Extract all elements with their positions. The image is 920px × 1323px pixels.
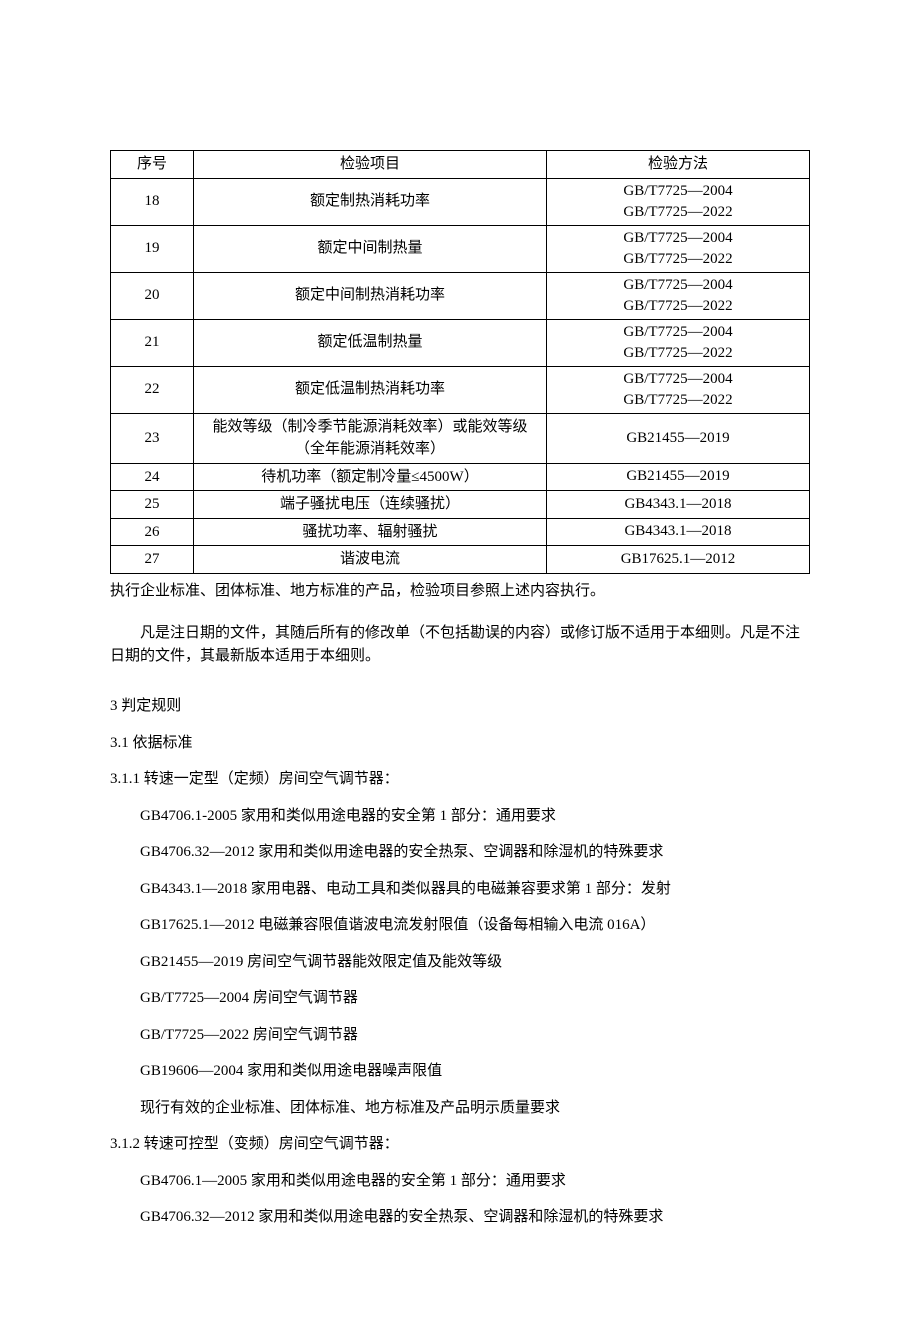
standards-list-311: GB4706.1-2005 家用和类似用途电器的安全第 1 部分：通用要求 GB4…: [110, 805, 810, 1120]
cell-method: GB21455—2019: [547, 463, 810, 491]
th-method: 检验方法: [547, 151, 810, 179]
standard-item: GB4343.1—2018 家用电器、电动工具和类似器具的电磁兼容要求第 1 部…: [110, 878, 810, 901]
standard-item: GB4706.1—2005 家用和类似用途电器的安全第 1 部分：通用要求: [110, 1170, 810, 1193]
cell-num: 18: [111, 178, 194, 225]
cell-num: 21: [111, 319, 194, 366]
standard-item: GB/T7725—2004 房间空气调节器: [110, 987, 810, 1010]
standard-item: GB4706.32—2012 家用和类似用途电器的安全热泵、空调器和除湿机的特殊…: [110, 841, 810, 864]
table-body: 18额定制热消耗功率GB/T7725—2004GB/T7725—202219额定…: [111, 178, 810, 573]
th-item: 检验项目: [194, 151, 547, 179]
cell-method: GB/T7725—2004GB/T7725—2022: [547, 272, 810, 319]
cell-item: 额定低温制热量: [194, 319, 547, 366]
cell-num: 24: [111, 463, 194, 491]
cell-num: 23: [111, 413, 194, 463]
standard-item: GB17625.1—2012 电磁兼容限值谐波电流发射限值（设备每相输入电流 0…: [110, 914, 810, 937]
cell-num: 27: [111, 546, 194, 574]
table-row: 19额定中间制热量GB/T7725—2004GB/T7725—2022: [111, 225, 810, 272]
table-header-row: 序号 检验项目 检验方法: [111, 151, 810, 179]
cell-item: 能效等级（制冷季节能源消耗效率）或能效等级（全年能源消耗效率）: [194, 413, 547, 463]
cell-item: 端子骚扰电压（连续骚扰）: [194, 491, 547, 519]
cell-method: GB4343.1—2018: [547, 518, 810, 546]
table-row: 24待机功率（额定制冷量≤4500W）GB21455—2019: [111, 463, 810, 491]
th-num: 序号: [111, 151, 194, 179]
cell-num: 20: [111, 272, 194, 319]
table-row: 18额定制热消耗功率GB/T7725—2004GB/T7725—2022: [111, 178, 810, 225]
cell-item: 待机功率（额定制冷量≤4500W）: [194, 463, 547, 491]
standard-item: GB19606—2004 家用和类似用途电器噪声限值: [110, 1060, 810, 1083]
heading-3: 3 判定规则: [110, 695, 810, 718]
table-row: 27谐波电流GB17625.1—2012: [111, 546, 810, 574]
inspection-table: 序号 检验项目 检验方法 18额定制热消耗功率GB/T7725—2004GB/T…: [110, 150, 810, 574]
cell-method: GB/T7725—2004GB/T7725—2022: [547, 225, 810, 272]
below-table-note: 执行企业标准、团体标准、地方标准的产品，检验项目参照上述内容执行。: [110, 580, 810, 603]
heading-3-1: 3.1 依据标准: [110, 732, 810, 755]
cell-method: GB/T7725—2004GB/T7725—2022: [547, 366, 810, 413]
table-row: 21额定低温制热量GB/T7725—2004GB/T7725—2022: [111, 319, 810, 366]
heading-3-1-2: 3.1.2 转速可控型（变频）房间空气调节器：: [110, 1133, 810, 1156]
cell-item: 骚扰功率、辐射骚扰: [194, 518, 547, 546]
cell-num: 25: [111, 491, 194, 519]
standard-item: GB/T7725—2022 房间空气调节器: [110, 1024, 810, 1047]
standard-item: 现行有效的企业标准、团体标准、地方标准及产品明示质量要求: [110, 1097, 810, 1120]
table-row: 26骚扰功率、辐射骚扰GB4343.1—2018: [111, 518, 810, 546]
table-row: 25端子骚扰电压（连续骚扰）GB4343.1—2018: [111, 491, 810, 519]
cell-item: 额定制热消耗功率: [194, 178, 547, 225]
standard-item: GB21455—2019 房间空气调节器能效限定值及能效等级: [110, 951, 810, 974]
cell-method: GB4343.1—2018: [547, 491, 810, 519]
table-row: 20额定中间制热消耗功率GB/T7725—2004GB/T7725—2022: [111, 272, 810, 319]
table-row: 23能效等级（制冷季节能源消耗效率）或能效等级（全年能源消耗效率）GB21455…: [111, 413, 810, 463]
cell-item: 额定中间制热消耗功率: [194, 272, 547, 319]
cell-item: 额定中间制热量: [194, 225, 547, 272]
standards-list-312: GB4706.1—2005 家用和类似用途电器的安全第 1 部分：通用要求 GB4…: [110, 1170, 810, 1229]
cell-item: 额定低温制热消耗功率: [194, 366, 547, 413]
table-row: 22额定低温制热消耗功率GB/T7725—2004GB/T7725—2022: [111, 366, 810, 413]
cell-method: GB17625.1—2012: [547, 546, 810, 574]
cell-method: GB21455—2019: [547, 413, 810, 463]
heading-3-1-1: 3.1.1 转速一定型（定频）房间空气调节器：: [110, 768, 810, 791]
cell-method: GB/T7725—2004GB/T7725—2022: [547, 319, 810, 366]
cell-item: 谐波电流: [194, 546, 547, 574]
cell-num: 26: [111, 518, 194, 546]
cell-num: 22: [111, 366, 194, 413]
standard-item: GB4706.1-2005 家用和类似用途电器的安全第 1 部分：通用要求: [110, 805, 810, 828]
para-dated-docs: 凡是注日期的文件，其随后所有的修改单（不包括勘误的内容）或修订版不适用于本细则。…: [110, 622, 810, 667]
document-page: 序号 检验项目 检验方法 18额定制热消耗功率GB/T7725—2004GB/T…: [0, 0, 920, 1323]
cell-method: GB/T7725—2004GB/T7725—2022: [547, 178, 810, 225]
cell-num: 19: [111, 225, 194, 272]
standard-item: GB4706.32—2012 家用和类似用途电器的安全热泵、空调器和除湿机的特殊…: [110, 1206, 810, 1229]
